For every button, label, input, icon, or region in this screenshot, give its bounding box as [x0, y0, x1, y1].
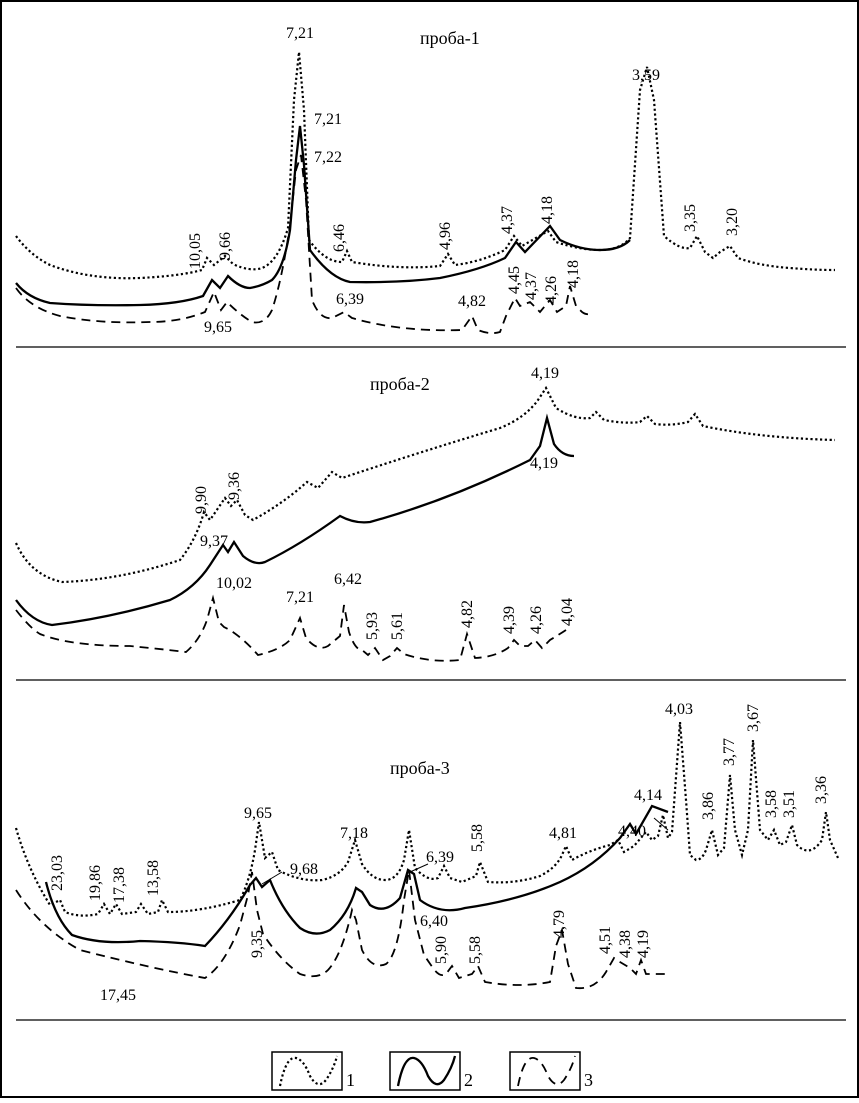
legend-swatch-solid: [396, 1055, 457, 1087]
panel-title: проба-3: [390, 758, 450, 778]
panel-title: проба-1: [420, 28, 480, 48]
label-s3-7,21: 7,21: [286, 589, 314, 606]
label-s1-9,36: 9,36: [226, 472, 243, 500]
label-s1-4,19: 4,19: [531, 365, 559, 382]
label-s3-4,26: 4,26: [528, 606, 545, 634]
label-s3-6,42: 6,42: [334, 571, 362, 588]
label-s2-4,14: 4,14: [634, 787, 662, 804]
label-s1-9,65: 9,65: [244, 805, 272, 822]
label-s1-23,03: 23,03: [49, 855, 66, 891]
label-s3-4,45: 4,45: [506, 266, 523, 294]
panel-title: проба-2: [370, 374, 430, 394]
label-s3-4,39: 4,39: [501, 606, 518, 634]
legend-label: 2: [464, 1070, 473, 1090]
label-s3-5,90: 5,90: [433, 936, 450, 964]
label-s3-5,61: 5,61: [389, 612, 406, 640]
label-s1-7,21: 7,21: [286, 25, 314, 42]
label-s2-7,21: 7,21: [314, 111, 342, 128]
label-s3-6,39: 6,39: [336, 291, 364, 308]
label-s1-3,86: 3,86: [700, 792, 717, 820]
label-s1-5,58: 5,58: [469, 824, 486, 852]
leader-line-6,39: [409, 863, 429, 873]
panel-proba-3: проба-3 23,03 19,86 17,38 13,58 9,65 7,1…: [14, 701, 840, 1004]
legend-item-2: 2: [389, 1051, 473, 1091]
label-s3-4,19: 4,19: [635, 930, 652, 958]
label-s1-10,05: 10,05: [187, 233, 204, 269]
legend-box: [509, 1051, 581, 1091]
label-s1-7,18: 7,18: [340, 825, 368, 842]
label-s3-5,58: 5,58: [467, 936, 484, 964]
series-3-curve: [15, 154, 591, 335]
label-s1-4,18: 4,18: [539, 196, 556, 224]
label-s1-4,81: 4,81: [549, 825, 577, 842]
series-2-curve: [44, 804, 669, 948]
label-s3-9,35: 9,35: [249, 930, 266, 958]
legend-label: 3: [584, 1070, 593, 1090]
series-3-curve: [15, 869, 667, 990]
label-s2-4,19: 4,19: [530, 455, 558, 472]
label-s3-5,93: 5,93: [364, 612, 381, 640]
label-s1-4,37: 4,37: [499, 206, 516, 234]
series-3-curve: [15, 594, 567, 662]
legend-item-1: 1: [271, 1051, 355, 1091]
label-s1-4,96: 4,96: [437, 222, 454, 250]
label-s3-4,18: 4,18: [565, 260, 582, 288]
label-s1-4,40: 4,40: [618, 823, 646, 840]
label-s3-10,02: 10,02: [216, 575, 252, 592]
label-s3-4,82: 4,82: [459, 600, 476, 628]
label-s3-4,38: 4,38: [617, 930, 634, 958]
label-s1-3,59: 3,59: [632, 67, 660, 84]
label-s2-9,68: 9,68: [290, 861, 318, 878]
label-s1-4,03: 4,03: [665, 701, 693, 718]
leader-line-9,68: [261, 871, 283, 885]
label-s3-9,65: 9,65: [204, 319, 232, 336]
label-s1-3,35: 3,35: [682, 204, 699, 232]
legend-box: [271, 1051, 343, 1091]
panel-proba-1: проба-1 10,05 9,66 7,21 6,46 4,96 4,37 4…: [15, 25, 836, 336]
label-s1-3,20: 3,20: [724, 208, 741, 236]
label-s1-13,58: 13,58: [145, 860, 162, 896]
label-s3-4,37: 4,37: [523, 272, 540, 300]
leader-line-4,14: [653, 817, 669, 831]
label-s1-6,46: 6,46: [331, 224, 348, 252]
label-s1-9,90: 9,90: [193, 486, 210, 514]
label-s1-19,86: 19,86: [87, 865, 104, 901]
legend-swatch-dashed: [517, 1055, 576, 1087]
legend-swatch-dotted: [278, 1055, 339, 1087]
series-1-curve: [14, 385, 836, 584]
label-s1-3,67: 3,67: [745, 704, 762, 732]
series-1-curve: [14, 721, 840, 917]
label-s3-7,22: 7,22: [314, 149, 342, 166]
label-s2-9,37: 9,37: [200, 533, 228, 550]
label-s1-9,66: 9,66: [217, 232, 234, 260]
label-s3-4,51: 4,51: [597, 926, 614, 954]
label-s3-4,04: 4,04: [559, 598, 576, 626]
label-s3-4,26: 4,26: [543, 276, 560, 304]
series-1-curve: [15, 51, 836, 280]
panel-proba-2: проба-2 9,90 9,36 4,19 9,37 4,19 10,02 7…: [14, 365, 836, 662]
series-2-curve: [15, 413, 575, 627]
label-s3-6,40: 6,40: [420, 913, 448, 930]
label-s3-4,79: 4,79: [551, 910, 568, 938]
label-s1-6,39: 6,39: [426, 849, 454, 866]
label-s1-17,38: 17,38: [111, 867, 128, 903]
legend-box: [389, 1051, 461, 1091]
label-s1-3,51: 3,51: [781, 790, 798, 818]
label-s1-3,36: 3,36: [813, 776, 830, 804]
label-s1-3,58: 3,58: [763, 790, 780, 818]
label-s3-4,82: 4,82: [458, 293, 486, 310]
legend: 1 2 3: [271, 1051, 593, 1091]
legend-item-3: 3: [509, 1051, 593, 1091]
label-s1-3,77: 3,77: [721, 738, 738, 766]
label-s3-17,45: 17,45: [100, 987, 136, 1004]
legend-label: 1: [346, 1070, 355, 1090]
